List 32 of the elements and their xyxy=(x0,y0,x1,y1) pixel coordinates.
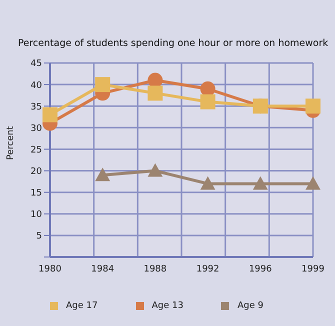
x-tick-label: 1992 xyxy=(196,264,220,274)
point xyxy=(42,107,58,122)
chart-title: Percentage of students spending one hour or more on homework xyxy=(18,38,330,49)
point xyxy=(200,81,216,96)
legend-label: Age 9 xyxy=(237,301,264,311)
point xyxy=(148,86,163,101)
x-tick-label: 1980 xyxy=(38,264,62,274)
x-tick-label: 1999 xyxy=(302,264,325,274)
point xyxy=(200,94,216,110)
point xyxy=(95,168,110,182)
point xyxy=(306,176,320,190)
legend-label: Age 13 xyxy=(152,301,184,311)
point xyxy=(95,77,110,92)
y-tick-label: 5 xyxy=(36,232,42,242)
y-tick-label: 30 xyxy=(30,124,42,134)
y-tick-label: 20 xyxy=(30,166,42,177)
legend-label: Age 17 xyxy=(66,301,98,311)
x-tick-label: 1984 xyxy=(91,264,114,274)
point xyxy=(306,98,320,114)
y-tick-label: 15 xyxy=(30,188,42,199)
y-tick-label: 35 xyxy=(30,102,42,112)
x-tick-label: 1988 xyxy=(144,264,167,274)
y-axis-title: Percent xyxy=(6,126,16,160)
point xyxy=(148,163,163,177)
y-tick-label: 45 xyxy=(30,59,42,70)
point xyxy=(200,176,216,190)
point xyxy=(252,176,268,190)
y-tick-label: 40 xyxy=(30,80,42,91)
point xyxy=(148,72,163,88)
y-tick-label: 25 xyxy=(30,145,42,156)
x-tick-label: 1996 xyxy=(248,264,272,274)
y-tick-label: 10 xyxy=(30,210,42,220)
